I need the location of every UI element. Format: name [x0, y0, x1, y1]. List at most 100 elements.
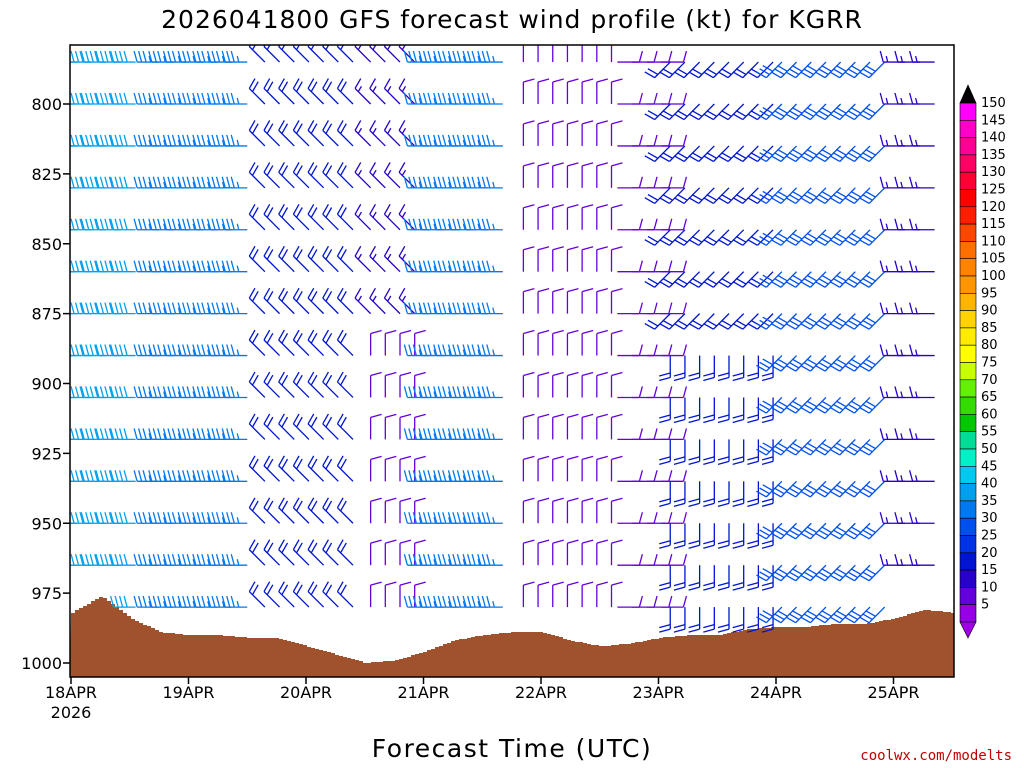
barb-flag	[761, 376, 774, 382]
wind-barb	[263, 581, 281, 608]
barb-flag	[85, 176, 90, 189]
barb-flag	[691, 110, 703, 117]
barb-flag	[477, 218, 482, 230]
barb-flag	[427, 595, 432, 608]
barb-flag	[370, 329, 382, 335]
barb-shaft	[369, 213, 386, 231]
barb-flag	[433, 512, 438, 524]
barb-flag	[611, 497, 623, 502]
barb-flag	[354, 78, 362, 89]
barb-flag	[70, 134, 75, 147]
y-tick-label: 950	[31, 514, 62, 533]
barb-flag	[206, 512, 212, 524]
barb-flag	[756, 448, 767, 456]
wind-barb	[717, 523, 730, 549]
barb-shaft	[795, 103, 812, 121]
barb-flag	[123, 92, 128, 105]
barb-shaft	[654, 271, 671, 288]
wind-barb	[800, 355, 827, 372]
barb-flag	[263, 497, 271, 509]
barb-flag	[806, 568, 818, 575]
barb-shaft	[654, 61, 671, 79]
barb-flag	[171, 134, 177, 147]
barb-flag	[137, 302, 143, 314]
wind-barb	[566, 120, 579, 146]
barb-flag	[706, 277, 717, 285]
barb-flag	[336, 539, 344, 550]
wind-barb	[336, 455, 354, 482]
barb-flag	[79, 218, 84, 230]
barb-flag	[418, 134, 423, 147]
barb-flag	[114, 470, 119, 482]
barb-flag	[770, 113, 782, 121]
barb-flag	[759, 194, 770, 201]
wind-barb	[369, 245, 386, 273]
wind-barb	[610, 455, 623, 482]
barb-flag	[403, 344, 409, 356]
barb-shaft	[780, 606, 798, 624]
barb-flag	[157, 470, 162, 482]
barb-flag	[659, 197, 670, 204]
barb-flag	[773, 319, 785, 327]
barb-shaft	[322, 213, 339, 231]
barb-half-flag	[492, 307, 495, 314]
wind-barb	[703, 355, 715, 382]
barb-flag	[133, 302, 138, 314]
barb-shaft	[322, 297, 339, 315]
barb-shaft	[780, 438, 798, 456]
wind-barb	[263, 413, 281, 440]
barb-flag	[703, 502, 715, 507]
colorbar-label: 40	[981, 477, 998, 492]
barb-flag	[759, 68, 770, 76]
barb-flag	[369, 287, 376, 299]
barb-flag	[340, 500, 347, 512]
barb-half-flag	[148, 433, 152, 440]
barb-flag	[201, 134, 206, 147]
barb-flag	[466, 176, 472, 189]
barb-flag	[865, 232, 876, 240]
barb-flag	[791, 190, 803, 198]
wind-barb	[858, 271, 886, 288]
barb-flag	[70, 554, 75, 566]
barb-flag	[879, 344, 884, 356]
barb-half-flag	[192, 307, 196, 314]
barb-flag	[196, 344, 202, 356]
barb-flag	[148, 470, 153, 482]
barb-flag	[773, 571, 785, 579]
wind-barb	[688, 565, 701, 591]
wind-barb	[770, 606, 798, 624]
barb-half-flag	[433, 559, 437, 566]
barb-flag	[844, 322, 855, 330]
barb-flag	[340, 45, 345, 51]
barb-flag	[732, 418, 744, 424]
wind-barb	[477, 218, 503, 231]
barb-flag	[109, 344, 115, 356]
wind-barb	[732, 355, 745, 382]
barb-flag	[226, 554, 231, 566]
barb-flag	[221, 302, 226, 314]
barb-flag	[803, 445, 814, 453]
wind-barb	[552, 45, 554, 63]
barb-half-flag	[448, 600, 451, 608]
wind-barb	[177, 218, 204, 231]
colorbar-swatch	[959, 604, 977, 623]
barb-flag	[182, 512, 187, 524]
barb-flag	[486, 92, 491, 105]
wind-barb	[336, 78, 354, 105]
wind-barb	[717, 481, 730, 507]
barb-half-flag	[148, 391, 152, 398]
barb-half-flag	[357, 127, 362, 134]
colorbar-label: 80	[981, 338, 998, 353]
barb-flag	[385, 371, 397, 377]
barb-flag	[732, 197, 744, 204]
barb-flag	[104, 554, 109, 566]
barb-flag	[611, 246, 623, 251]
wind-barb	[717, 607, 730, 633]
barb-flag	[850, 274, 862, 282]
wind-barb	[596, 371, 608, 398]
wind-barb	[477, 344, 503, 357]
barb-flag	[759, 152, 770, 159]
wind-barb	[537, 78, 550, 104]
barb-flag	[211, 176, 216, 189]
wind-barb	[673, 61, 701, 79]
